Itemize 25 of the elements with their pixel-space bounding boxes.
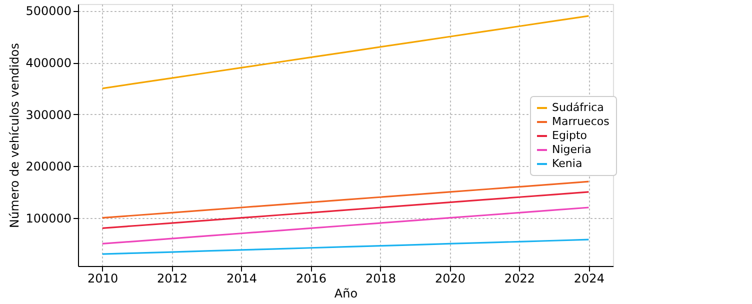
- y-tick-label: 500000: [26, 4, 72, 18]
- x-tick-label: 2020: [434, 272, 466, 286]
- y-tick-label: 100000: [26, 211, 72, 226]
- line-series: [102, 206, 590, 245]
- x-tick-label: 2012: [157, 272, 188, 286]
- y-tick-label: 400000: [26, 56, 72, 70]
- x-tick-label: 2010: [88, 272, 118, 286]
- line-series: [102, 15, 590, 90]
- y-axis-title: Número de vehículos vendidos: [8, 43, 22, 228]
- x-tick-label: 2016: [296, 272, 327, 286]
- legend-label: Sudáfrica: [552, 101, 604, 114]
- line-series: [102, 180, 590, 219]
- x-axis-title: Año: [334, 286, 358, 300]
- x-tick-label: 2018: [365, 272, 396, 286]
- legend-label: Kenia: [552, 157, 582, 170]
- x-tick-label: 2024: [574, 272, 604, 286]
- legend-label: Marruecos: [552, 115, 610, 128]
- legend-label: Egipto: [552, 129, 588, 142]
- x-tick-label: 2022: [504, 272, 535, 286]
- legend-label: Nigeria: [552, 143, 592, 156]
- y-tick-label: 300000: [26, 108, 72, 122]
- line-series: [102, 191, 590, 229]
- line-series: [102, 238, 590, 255]
- y-tick-label: 200000: [26, 160, 72, 174]
- x-tick-label: 2014: [226, 272, 258, 286]
